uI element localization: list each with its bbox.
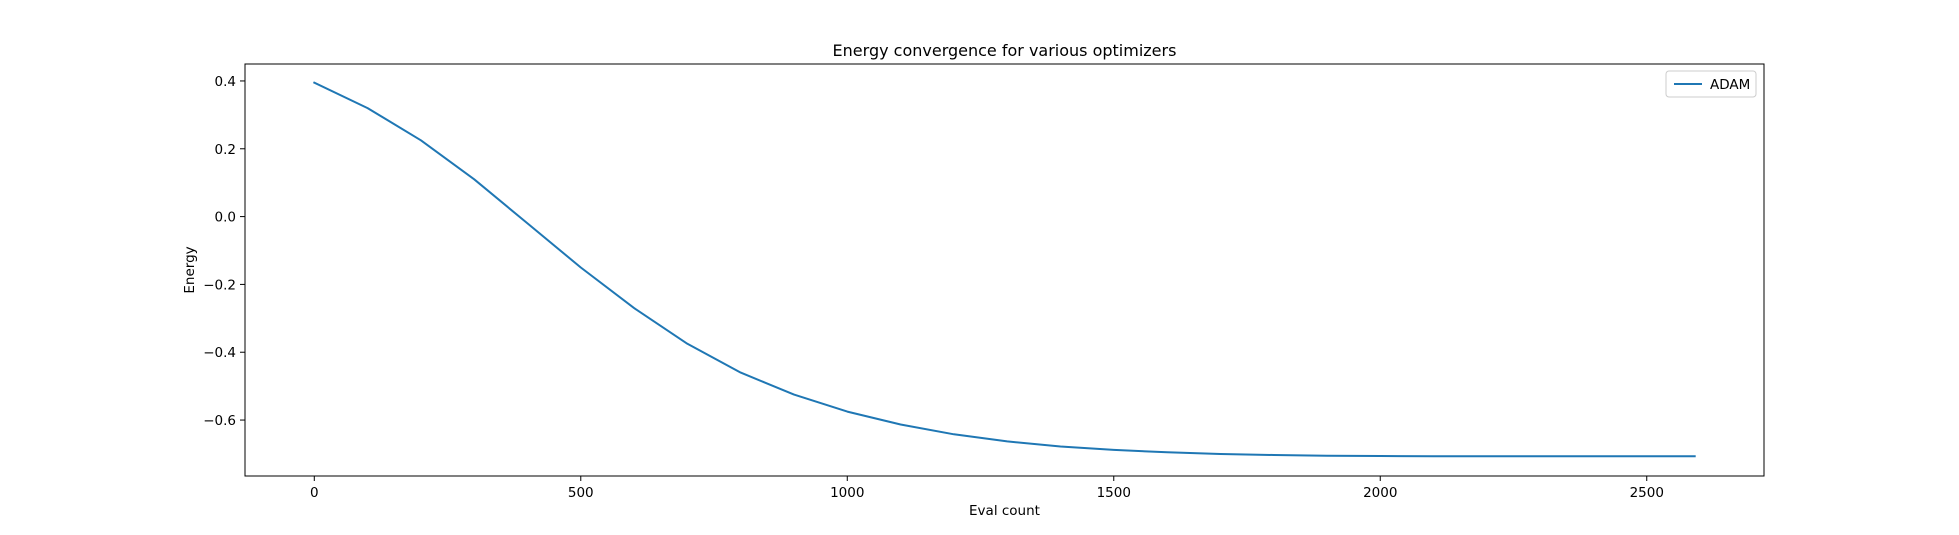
legend-label: ADAM: [1710, 77, 1750, 93]
legend: ADAM: [1665, 70, 1757, 98]
x-axis: 0 500 1000 1500 2000 2500: [310, 476, 1664, 501]
x-tick-label: 1000: [830, 485, 864, 501]
y-tick-label: −0.4: [203, 345, 236, 361]
y-tick-label: 0.2: [215, 142, 236, 158]
plot-frame: [244, 63, 1765, 477]
x-tick-label: 2500: [1630, 485, 1664, 501]
y-axis-label: Energy: [182, 246, 198, 293]
x-axis-label: Eval count: [969, 503, 1040, 519]
x-tick-label: 0: [310, 485, 319, 501]
y-tick-label: −0.6: [203, 413, 236, 429]
y-tick-label: 0.0: [215, 210, 236, 226]
y-tick-label: 0.4: [215, 74, 236, 90]
plot-area: [244, 63, 1765, 477]
x-tick-label: 2000: [1363, 485, 1397, 501]
x-tick-label: 1500: [1097, 485, 1131, 501]
x-tick-label: 500: [568, 485, 594, 501]
chart-title: Energy convergence for various optimizer…: [833, 41, 1177, 60]
legend-box: [1665, 70, 1757, 98]
series-line-adam: [312, 81, 1696, 458]
y-axis: 0.4 0.2 0.0 −0.2 −0.4 −0.6: [203, 74, 245, 429]
y-tick-label: −0.2: [203, 277, 236, 293]
